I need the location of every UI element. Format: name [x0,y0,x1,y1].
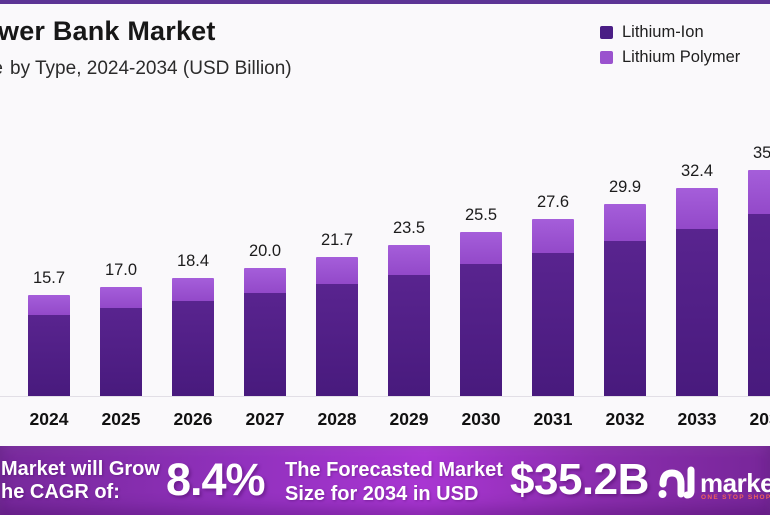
segment-lithium-polymer [316,257,358,284]
legend-item-lithium-ion: Lithium-Ion [600,20,740,45]
value-label-2025: 17.0 [104,261,138,279]
segment-lithium-ion [532,253,574,396]
year-label-2025: 2025 [101,409,141,429]
chart-legend: Lithium-Ion Lithium Polymer [600,20,740,70]
bar-2024 [28,295,70,396]
segment-lithium-polymer [748,170,770,214]
value-label-2032: 29.9 [608,178,642,196]
cagr-caption: Market will Grow he CAGR of: [1,458,160,504]
value-label-2031: 27.6 [536,193,570,211]
top-accent-strip [0,0,770,4]
lithium-polymer-swatch-icon [600,51,613,64]
bar-2032 [604,204,646,396]
segment-lithium-ion [244,293,286,396]
value-label-2030: 25.5 [464,206,498,224]
bar-2034 [748,170,770,396]
page-subtitle: e by Type, 2024-2034 (USD Billion) [0,58,292,80]
cagr-caption-line2: he CAGR of: [1,481,120,503]
segment-lithium-polymer [28,295,70,315]
forecast-caption: The Forecasted Market Size for 2034 in U… [285,458,503,506]
segment-lithium-ion [748,214,770,396]
segment-lithium-polymer [460,232,502,264]
year-label-2027: 2027 [245,409,285,429]
forecast-caption-line1: The Forecasted Market [285,459,503,481]
legend-item-lithium-polymer: Lithium Polymer [600,45,740,70]
value-label-2024: 15.7 [32,269,66,287]
bar-2033 [676,188,718,396]
bar-2030 [460,232,502,396]
segment-lithium-polymer [388,245,430,275]
bar-2026 [172,278,214,396]
bar-2025 [100,287,142,396]
market-us-tagline: ONE STOP SHOP FOR [701,494,770,501]
value-label-2033: 32.4 [680,162,714,180]
segment-lithium-polymer [244,268,286,293]
year-label-2026: 2026 [173,409,213,429]
forecast-size-value: $35.2B [510,455,649,504]
segment-lithium-polymer [604,204,646,241]
year-label-2028: 2028 [317,409,357,429]
value-label-2029: 23.5 [392,219,426,237]
value-label-2027: 20.0 [248,242,282,260]
year-label-2034: 2034 [749,409,770,429]
bar-2027 [244,268,286,396]
cagr-caption-line1: Market will Grow [1,458,160,480]
subtitle-text: by Type, 2024-2034 (USD Billion) [10,58,292,79]
segment-lithium-ion [388,275,430,396]
segment-lithium-polymer [172,278,214,301]
segment-lithium-ion [28,315,70,396]
segment-lithium-ion [676,229,718,396]
x-axis-line [0,396,770,397]
forecast-caption-line2: Size for 2034 in USD [285,483,479,505]
segment-lithium-polymer [532,219,574,253]
year-label-2030: 2030 [461,409,501,429]
year-label-2033: 2033 [677,409,717,429]
lithium-ion-swatch-icon [600,26,613,39]
bar-2029 [388,245,430,396]
segment-lithium-ion [460,264,502,396]
segment-lithium-polymer [100,287,142,308]
market-us-logo-icon [658,466,695,499]
segment-lithium-ion [316,284,358,396]
segment-lithium-ion [172,301,214,396]
legend-label: Lithium Polymer [622,48,741,66]
bar-2028 [316,257,358,396]
segment-lithium-polymer [676,188,718,229]
value-label-2026: 18.4 [176,252,210,270]
year-label-2029: 2029 [389,409,429,429]
subtitle-cut-fragment: e [0,58,3,80]
segment-lithium-ion [100,308,142,396]
bottom-stats-banner: Market will Grow he CAGR of: 8.4% The Fo… [0,446,770,515]
legend-label: Lithium-Ion [622,23,704,41]
year-label-2032: 2032 [605,409,645,429]
year-label-2024: 2024 [29,409,69,429]
value-label-2028: 21.7 [320,231,354,249]
segment-lithium-ion [604,241,646,396]
bar-2031 [532,219,574,396]
stacked-bar-chart: 15.7 2024 17.0 2025 18.4 2026 20.0 2027 21.7 2028… [0,144,770,429]
value-label-2034: 35.2 [752,144,770,162]
market-us-wordmark: marke [700,468,770,498]
year-label-2031: 2031 [533,409,573,429]
cagr-value: 8.4% [166,454,266,505]
page-title: wer Bank Market [0,16,216,46]
